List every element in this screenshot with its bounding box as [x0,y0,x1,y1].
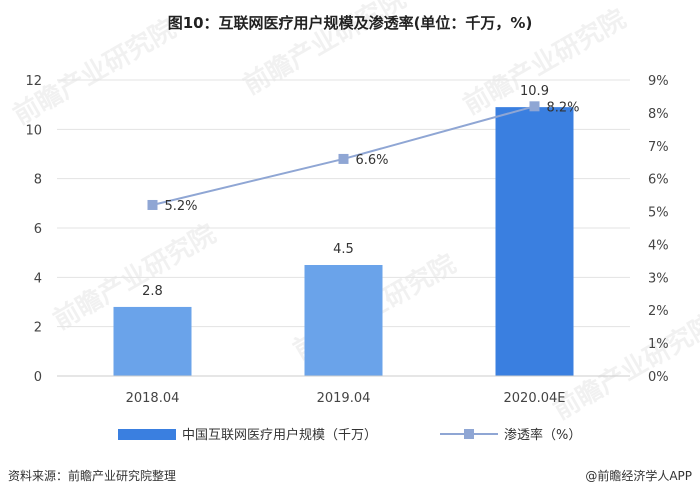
bar-data-label: 10.9 [520,84,549,99]
x-axis: 2018.04 2019.04 2020.04E [57,375,630,406]
legend-line-marker [464,429,474,439]
watermark-text-1: 前瞻产业研究院 [238,0,411,101]
x-tick-label: 2020.04E [504,391,566,406]
bar-data-label: 4.5 [333,242,354,257]
source-note: 资料来源：前瞻产业研究院整理 [8,469,177,483]
right-tick-label: 9% [648,74,669,89]
bar [495,107,574,376]
right-tick-label: 7% [648,140,669,155]
left-axis: 0 2 4 6 8 10 12 [25,74,42,385]
legend: 中国互联网医疗用户规模（千万） 渗透率（%） [118,427,581,443]
watermark-text-0: 前瞻产业研究院 [8,13,181,131]
publisher-logo: @前瞻经济学人APP [585,469,692,483]
legend-bar-swatch [118,429,176,440]
right-tick-label: 1% [648,337,669,352]
line-data-label: 5.2% [165,199,198,214]
line-marker [529,101,540,112]
watermark-text-2: 前瞻产业研究院 [458,3,631,121]
x-tick-label: 2019.04 [317,391,371,406]
x-tick-label: 2018.04 [126,391,180,406]
left-tick-label: 12 [25,74,42,89]
right-tick-label: 2% [648,304,669,319]
left-tick-label: 4 [34,271,42,286]
line-marker [147,199,158,210]
left-tick-label: 8 [34,173,42,188]
chart-title: 图10：互联网医疗用户规模及渗透率(单位：千万，%) [167,14,533,32]
right-tick-label: 5% [648,206,669,221]
bar-series: 2.8 4.5 10.9 [113,84,574,376]
legend-label-bar: 中国互联网医疗用户规模（千万） [182,427,377,443]
left-tick-label: 2 [34,321,42,336]
legend-label-line: 渗透率（%） [504,427,581,443]
line-data-label: 6.6% [356,153,389,168]
right-tick-label: 3% [648,271,669,286]
right-tick-label: 4% [648,238,669,253]
left-tick-label: 6 [34,222,42,237]
right-tick-label: 8% [648,107,669,122]
line-marker [338,153,349,164]
bar [113,306,192,376]
right-axis: 0% 1% 2% 3% 4% 5% 6% 7% 8% 9% [648,74,669,385]
left-tick-label: 0 [34,370,42,385]
line-data-label: 8.2% [547,100,580,115]
bar [304,265,383,376]
left-tick-label: 10 [25,123,42,138]
bar-data-label: 2.8 [142,284,163,299]
right-tick-label: 0% [648,370,669,385]
line-series: 5.2% 6.6% 8.2% [147,100,580,214]
right-tick-label: 6% [648,173,669,188]
